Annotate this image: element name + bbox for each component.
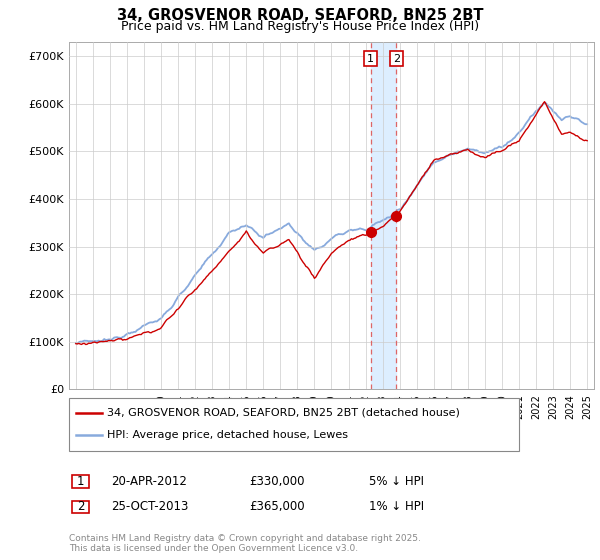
Text: Price paid vs. HM Land Registry's House Price Index (HPI): Price paid vs. HM Land Registry's House … bbox=[121, 20, 479, 32]
Text: 34, GROSVENOR ROAD, SEAFORD, BN25 2BT: 34, GROSVENOR ROAD, SEAFORD, BN25 2BT bbox=[117, 8, 483, 24]
Text: HPI: Average price, detached house, Lewes: HPI: Average price, detached house, Lewe… bbox=[107, 430, 348, 440]
Text: 20-APR-2012: 20-APR-2012 bbox=[111, 475, 187, 488]
Text: £330,000: £330,000 bbox=[249, 475, 305, 488]
Text: 1: 1 bbox=[77, 475, 84, 488]
Text: 34, GROSVENOR ROAD, SEAFORD, BN25 2BT (detached house): 34, GROSVENOR ROAD, SEAFORD, BN25 2BT (d… bbox=[107, 408, 460, 418]
Text: 1: 1 bbox=[367, 54, 374, 64]
Text: 2: 2 bbox=[77, 500, 84, 514]
Text: £365,000: £365,000 bbox=[249, 500, 305, 514]
Text: 1% ↓ HPI: 1% ↓ HPI bbox=[369, 500, 424, 514]
Text: Contains HM Land Registry data © Crown copyright and database right 2025.
This d: Contains HM Land Registry data © Crown c… bbox=[69, 534, 421, 553]
Text: 5% ↓ HPI: 5% ↓ HPI bbox=[369, 475, 424, 488]
Text: 25-OCT-2013: 25-OCT-2013 bbox=[111, 500, 188, 514]
Bar bbox=[371, 42, 396, 389]
Text: 2: 2 bbox=[393, 54, 400, 64]
